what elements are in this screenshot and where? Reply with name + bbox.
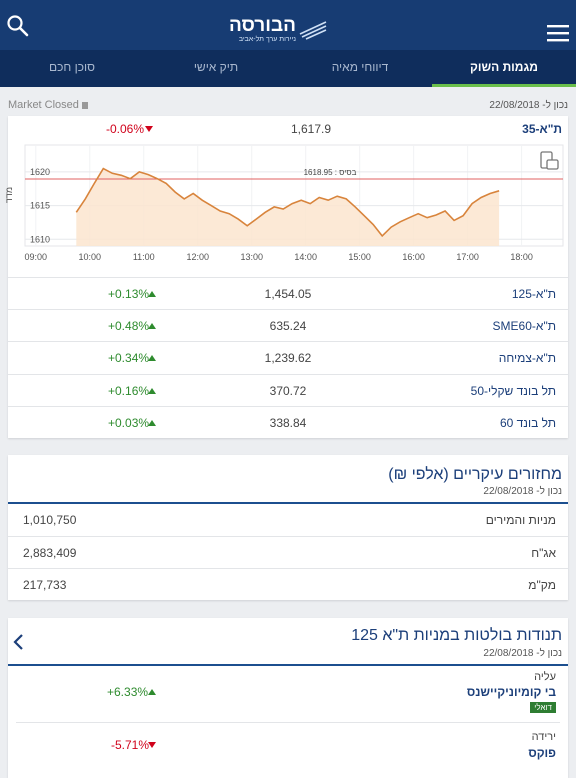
device-icon (540, 151, 559, 170)
index-row[interactable]: ת"א-SME60 635.24 +0.48% (8, 309, 568, 342)
logo-subtitle: ניירות ערך תל-אביב (238, 36, 296, 43)
index-name: ת"א-צמיחה (498, 351, 556, 366)
turnover-row: אג"ח 2,883,409 (8, 536, 568, 569)
tab[interactable]: תיק אישי (193, 60, 239, 74)
index-name: תל בונד שקלי-50 (470, 383, 556, 398)
up-arrow (148, 689, 156, 695)
down-arrow (148, 742, 156, 748)
down-change: -5.71% (111, 738, 150, 752)
badge: דואלי (530, 702, 556, 713)
up-arrow (148, 419, 156, 426)
y-tick-label: 1615 (30, 201, 50, 211)
x-tick-label: 10:00 (79, 252, 102, 262)
divider (8, 502, 568, 504)
up-arrow (148, 291, 156, 297)
turnover-title: מחזורים עיקריים (אלפי ₪) (388, 466, 562, 483)
index-change: +0.34% (108, 351, 150, 366)
base-label: בסיס : 1618.95 (304, 168, 357, 177)
logo-mark (299, 21, 327, 40)
price-line (75, 167, 500, 238)
index-change: +0.13% (108, 287, 150, 301)
search-icon[interactable] (6, 14, 30, 38)
index-value: 1,239.62 (264, 351, 312, 366)
x-tick-label: 09:00 (25, 252, 48, 262)
turnover-value: 2,883,409 (23, 546, 77, 560)
x-tick-label: 15:00 (348, 252, 371, 262)
index-value: 1,454.05 (264, 287, 312, 301)
up-stock[interactable]: בי קומיוניקיישנס (466, 685, 556, 699)
turnover-name: מק"מ (528, 578, 556, 592)
main-index-value: 1,617.9 (290, 122, 332, 136)
index-name: ת"א-SME60 (492, 319, 556, 334)
turnover-name: אג"ח (531, 546, 556, 560)
down-arrow (145, 126, 153, 132)
x-tick-label: 18:00 (510, 252, 533, 262)
index-row[interactable]: תל בונד 60 338.84 +0.03% (8, 405, 568, 439)
x-tick-label: 17:00 (456, 252, 479, 262)
market-state: Market Closed (8, 99, 88, 111)
turnover-row: מק"מ 217,733 (8, 568, 568, 601)
y-tick-label: 1620 (30, 167, 50, 177)
x-tick-label: 16:00 (402, 252, 425, 262)
turnover-row: מניות והמירים 1,010,750 (8, 504, 568, 536)
chevron-left[interactable] (12, 633, 26, 651)
movers-card (8, 618, 568, 778)
index-value: 635.24 (269, 319, 307, 334)
x-tick-label: 12:00 (186, 252, 209, 262)
divider (8, 664, 568, 666)
index-row[interactable]: ת"א-צמיחה 1,239.62 +0.34% (8, 341, 568, 374)
index-change: +0.48% (108, 319, 150, 334)
market-state-text: Market Closed (8, 99, 79, 111)
turnover-card (8, 455, 568, 600)
turnover-value: 217,733 (23, 578, 67, 592)
index-change: +0.03% (108, 415, 150, 430)
index-change: +0.16% (108, 383, 150, 398)
turnover-name: מניות והמירים (485, 513, 556, 527)
x-tick-label: 13:00 (240, 252, 263, 262)
index-value: 338.84 (269, 415, 307, 430)
x-tick-label: 11:00 (133, 252, 155, 262)
turnover-value: 1,010,750 (23, 513, 77, 527)
as-of-date: נכון ל- 22/08/2018 (489, 100, 568, 111)
y-tick-label: 1610 (30, 234, 50, 244)
down-label: ירידה (531, 731, 556, 743)
index-value: 370.72 (269, 383, 307, 398)
up-change: +6.33% (107, 685, 149, 699)
up-arrow (148, 355, 156, 362)
down-stock[interactable]: פוקס (528, 746, 556, 760)
tab[interactable]: מגמות השוק (432, 50, 576, 87)
divider (16, 722, 560, 723)
y-axis-label: מדד (4, 187, 14, 203)
movers-title: תנודות בולטות במניות ת"א 125 (351, 627, 562, 644)
intraday-chart: מדד 09:00 10:00 11:00 12:00 13:00 14:00 15:00 1… (4, 144, 564, 262)
logo-title: הבורסה (228, 15, 296, 36)
main-index-name[interactable]: ת"א-35 (522, 122, 562, 136)
main-index-change: -0.06% (106, 122, 145, 136)
tab[interactable]: דיווחי מאיה (331, 60, 389, 74)
index-row[interactable]: תל בונד שקלי-50 370.72 +0.16% (8, 373, 568, 407)
up-label: עליה (534, 671, 556, 683)
state-icon (81, 102, 88, 109)
index-name: תל בונד 60 (499, 415, 556, 430)
movers-date: נכון ל- 22/08/2018 (483, 648, 562, 659)
index-name: ת"א-125 (511, 287, 556, 301)
x-tick-label: 14:00 (294, 252, 317, 262)
app-header: הבורסה ניירות ערך תל-אביב (0, 0, 576, 50)
tab[interactable]: סוכן חכם (48, 60, 96, 74)
up-arrow (148, 387, 156, 394)
tab-bar: מגמות השוק דיווחי מאיה תיק אישי סוכן חכם (0, 50, 576, 87)
turnover-date: נכון ל- 22/08/2018 (483, 486, 562, 497)
index-row[interactable]: ת"א-125 1,454.05 +0.13% (8, 277, 568, 310)
menu-icon[interactable] (546, 24, 570, 44)
up-arrow (148, 323, 156, 330)
